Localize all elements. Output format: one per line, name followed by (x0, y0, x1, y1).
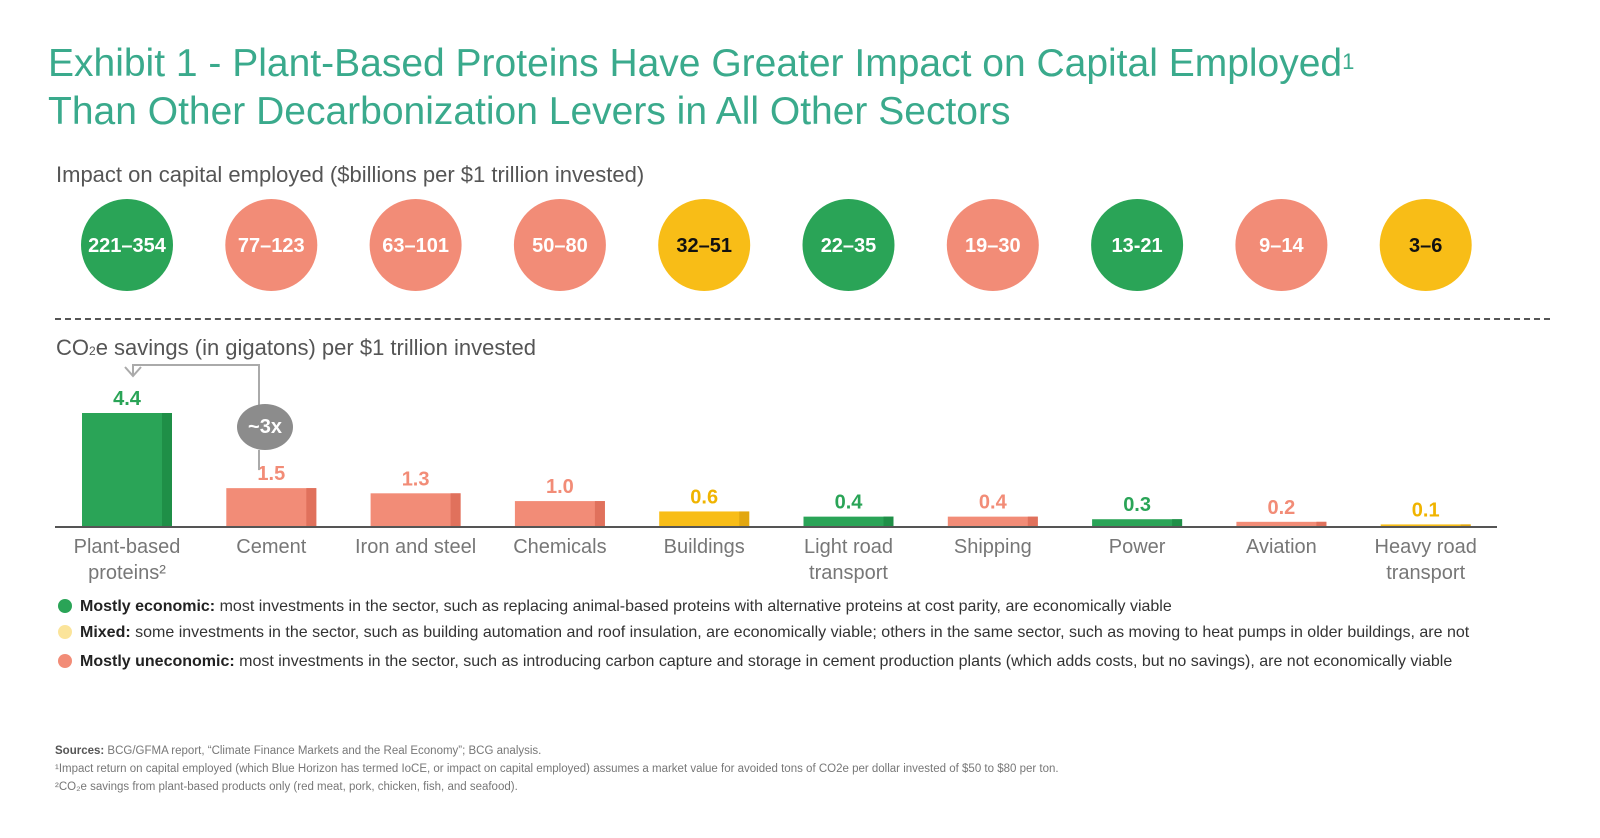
value-label-8: 0.2 (1267, 497, 1295, 519)
co2-section-label: CO2e savings (in gigatons) per $1 trilli… (56, 335, 536, 361)
legend-text-mixed: some investments in the sector, such as … (130, 624, 1470, 641)
category-label-8: Aviation (1246, 536, 1317, 558)
bar-4 (659, 511, 750, 527)
ratio-annotation-bubble: ~3x (237, 404, 293, 450)
value-label-1: 1.5 (257, 463, 285, 485)
value-label-4: 0.6 (690, 486, 718, 508)
impact-circle-0 (81, 199, 173, 291)
comparison-arrow-line (132, 364, 260, 406)
sources-label: Sources: (55, 745, 105, 757)
bar-9 (1380, 524, 1471, 527)
impact-range-label-3: 50–80 (532, 235, 588, 257)
bar-7 (1092, 519, 1183, 527)
bar-1 (226, 488, 317, 527)
title-line-1-text: Exhibit 1 - Plant-Based Proteins Have Gr… (48, 42, 1343, 85)
value-label-7: 0.3 (1123, 494, 1151, 516)
impact-circle-9 (1379, 199, 1472, 291)
footnote-2: ²CO₂e savings from plant-based products … (55, 781, 518, 793)
co2-label-prefix: CO (56, 335, 89, 360)
category-label-9-line-0: Heavy road (1375, 536, 1477, 558)
category-label-5-line-1: transport (809, 562, 888, 584)
bar-shade-9 (1460, 524, 1471, 527)
legend-text-uneconomic: most investments in the sector, such as … (234, 653, 1453, 670)
bar-2 (370, 493, 461, 527)
bar-shade-1 (306, 488, 317, 527)
impact-range-label-4: 32–51 (676, 235, 732, 257)
value-label-9: 0.1 (1412, 499, 1440, 521)
legend-item-economic: Mostly economic: most investments in the… (58, 598, 1172, 616)
bar-6 (947, 516, 1038, 527)
impact-range-label-0: 221–354 (88, 235, 167, 257)
bar-5 (803, 516, 894, 527)
value-label-5: 0.4 (835, 492, 864, 514)
value-label-2: 1.3 (402, 468, 430, 490)
title-footnote-mark: 1 (1342, 49, 1355, 74)
title-line-1: Exhibit 1 - Plant-Based Proteins Have Gr… (48, 40, 1548, 88)
impact-section-label: Impact on capital employed ($billions pe… (56, 162, 645, 187)
bar-shade-2 (450, 493, 461, 527)
yellow-dot-icon (58, 625, 72, 639)
bar-shade-0 (162, 413, 172, 527)
category-label-3: Chemicals (513, 536, 606, 558)
impact-range-label-6: 19–30 (965, 235, 1021, 257)
impact-circle-5 (802, 199, 895, 291)
impact-range-label-5: 22–35 (821, 235, 877, 257)
category-label-1: Cement (236, 536, 306, 558)
bar-0 (82, 413, 172, 527)
impact-circle-1 (225, 199, 318, 291)
category-label-9-line-1: transport (1386, 562, 1465, 584)
chart-title: Exhibit 1 - Plant-Based Proteins Have Gr… (48, 40, 1548, 136)
impact-circle-2 (369, 199, 462, 291)
co2-label-subscript: 2 (89, 344, 96, 358)
sources-footnotes: Sources: BCG/GFMA report, “Climate Finan… (55, 742, 1059, 796)
impact-circle-3 (513, 199, 606, 291)
impact-circle-7 (1091, 199, 1184, 291)
impact-range-label-2: 63–101 (382, 235, 449, 257)
chart-canvas: 221–354 4.4 Plant-based proteins² 77–123 1.5 C… (55, 199, 1497, 584)
co2-label-rest: e savings (in gigatons) per $1 trillion … (95, 335, 536, 360)
sources-line: Sources: BCG/GFMA report, “Climate Finan… (55, 742, 1059, 760)
legend-item-uneconomic: Mostly uneconomic: most investments in t… (58, 653, 1452, 671)
legend-label-uneconomic: Mostly uneconomic: (80, 653, 235, 670)
bar-shade-8 (1316, 521, 1327, 527)
legend-label-mixed: Mixed: (80, 624, 131, 641)
comparison-arrowhead-icon (124, 366, 142, 378)
bar-8 (1236, 521, 1327, 527)
legend-label-economic: Mostly economic: (80, 598, 216, 615)
category-label-4: Buildings (664, 536, 745, 558)
bar-shade-7 (1172, 519, 1183, 527)
impact-circle-6 (946, 199, 1039, 291)
category-label-5-line-0: Light road (804, 536, 893, 558)
impact-circle-8 (1235, 199, 1328, 291)
bar-shade-4 (739, 511, 750, 527)
title-line-2: Than Other Decarbonization Levers in All… (48, 90, 1011, 133)
value-label-6: 0.4 (979, 492, 1008, 514)
green-dot-icon (58, 599, 72, 613)
impact-range-label-1: 77–123 (238, 235, 305, 257)
legend-item-mixed: Mixed: some investments in the sector, s… (58, 624, 1469, 642)
category-label-7: Power (1109, 536, 1166, 558)
bar-shade-6 (1027, 516, 1038, 527)
impact-range-label-8: 9–14 (1259, 235, 1304, 257)
salmon-dot-icon (58, 654, 72, 668)
sources-text: BCG/GFMA report, “Climate Finance Market… (104, 745, 542, 757)
category-label-6: Shipping (954, 536, 1032, 558)
value-label-3: 1.0 (546, 476, 574, 498)
category-label-0-line-0: Plant-based (74, 536, 181, 558)
legend-text-economic: most investments in the sector, such as … (215, 598, 1172, 615)
bar-3 (514, 501, 605, 527)
category-label-0-line-1: proteins² (88, 562, 166, 584)
impact-circle-4 (658, 199, 751, 291)
bar-shade-3 (594, 501, 605, 527)
section-divider (55, 318, 1550, 320)
impact-range-label-9: 3–6 (1409, 235, 1442, 257)
value-label-0: 4.4 (113, 388, 142, 410)
category-label-2: Iron and steel (355, 536, 476, 558)
footnote-1: ¹Impact return on capital employed (whic… (55, 763, 1059, 775)
impact-range-label-7: 13-21 (1112, 235, 1163, 257)
bar-shade-5 (883, 516, 894, 527)
